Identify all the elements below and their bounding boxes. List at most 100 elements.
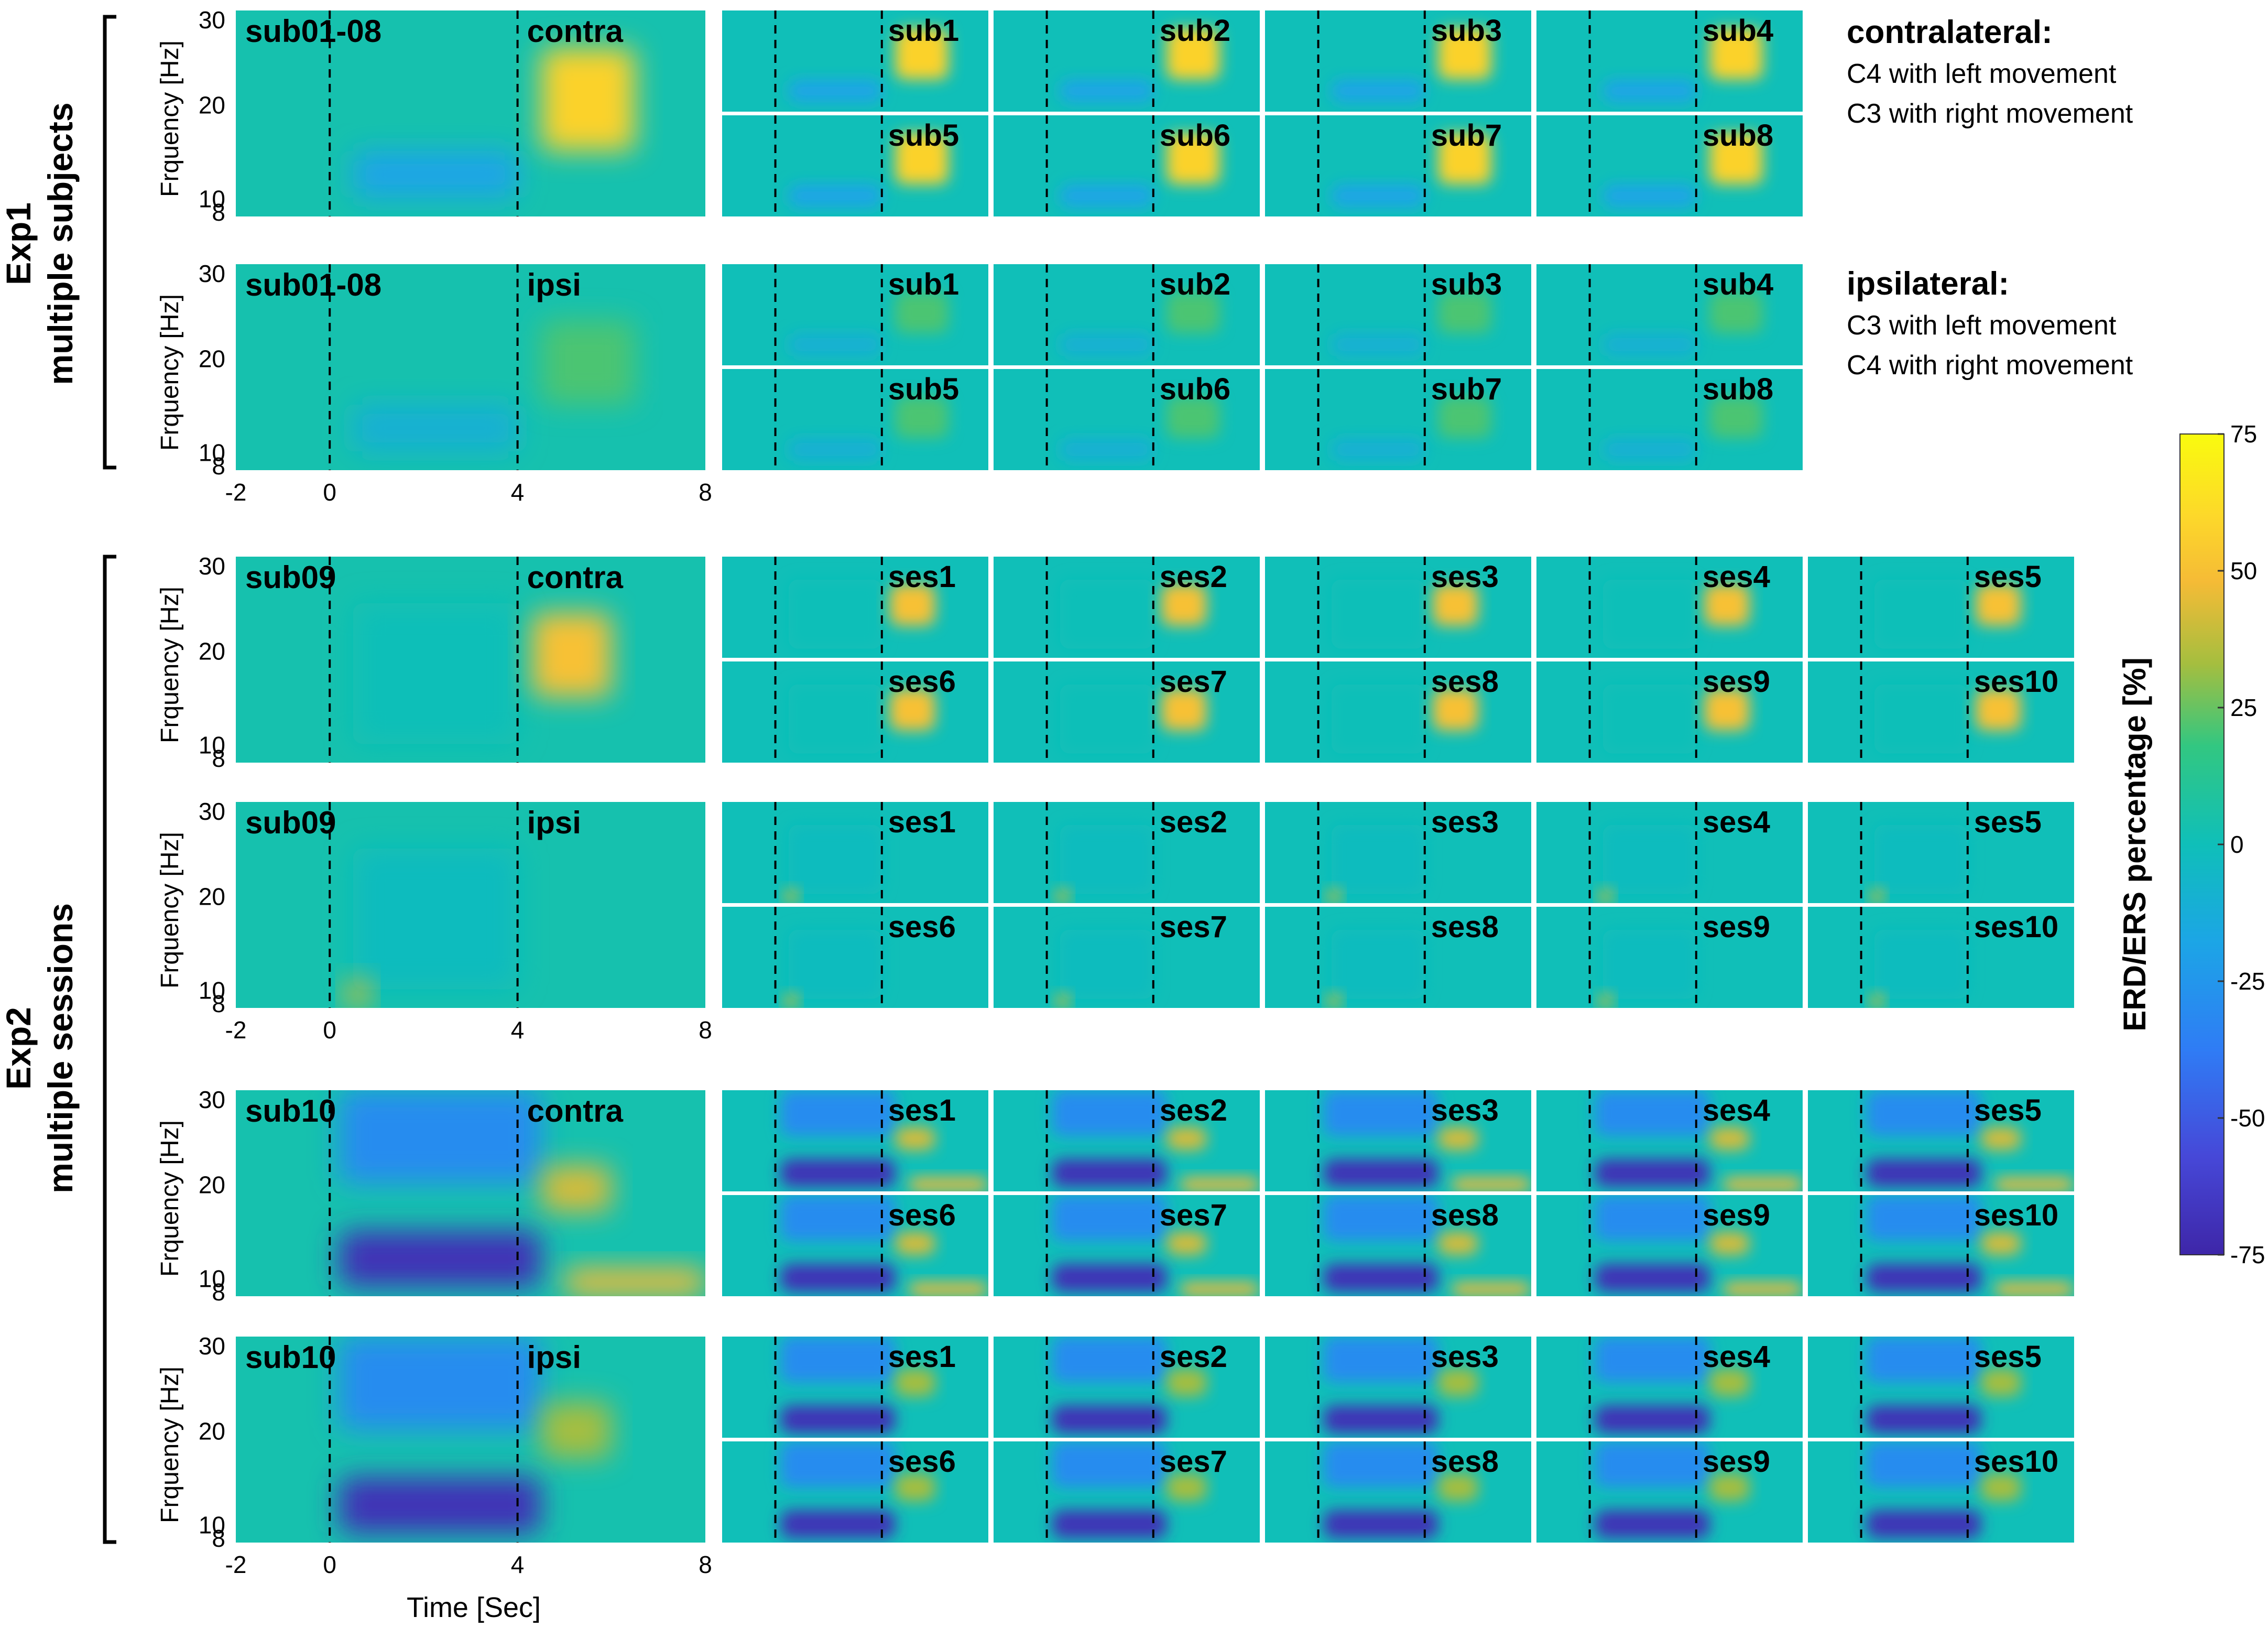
heatmap-blob — [1060, 438, 1153, 461]
heatmap-blob — [1332, 824, 1425, 894]
summary-condition-label: contra — [527, 560, 624, 595]
summary-panel — [236, 264, 705, 470]
heatmap-blob — [1060, 579, 1153, 649]
y-tick-label: 30 — [199, 798, 225, 825]
heatmap-blob — [1326, 889, 1343, 903]
heatmap-blob — [1052, 1090, 1167, 1136]
heatmap-blob — [1323, 1090, 1438, 1136]
y-axis-label: Frquency [Hz] — [156, 1366, 184, 1523]
subject-panel-label: sub6 — [1160, 372, 1230, 406]
subject-panel — [994, 264, 1260, 365]
subject-panel — [722, 1441, 988, 1543]
y-tick-label: 10 — [199, 185, 225, 212]
condition-legend: contralateral: C4 with left movement C3 … — [1847, 14, 2133, 381]
heatmap-blob — [1981, 1369, 2021, 1396]
summary-condition-label: contra — [527, 1093, 624, 1128]
heatmap-blob — [895, 1232, 935, 1255]
subject-panel — [722, 802, 988, 903]
heatmap-blob — [1438, 1232, 1478, 1255]
heatmap-blob — [1981, 1232, 2021, 1255]
subject-panel — [1536, 661, 1803, 763]
subject-panel — [1536, 10, 1803, 112]
y-axis-label: Frquency [Hz] — [156, 832, 184, 989]
heatmap-blob — [1603, 824, 1696, 894]
heatmap-blob — [890, 689, 935, 731]
colorbar: ERD/ERS percentage [%] 75 50 25 0 -25 -50 -75 — [2117, 420, 2265, 1268]
heatmap-blob — [1603, 79, 1696, 103]
heatmap-blob — [1166, 1127, 1207, 1151]
x-tick-label: 8 — [699, 1016, 712, 1044]
heatmap-blob — [1597, 889, 1614, 903]
colorbar-gradient — [2179, 433, 2225, 1255]
subject-panel-label: ses8 — [1431, 1198, 1499, 1232]
heatmap-blob — [1052, 1337, 1167, 1383]
subject-panel — [722, 10, 988, 112]
heatmap-blob — [1874, 579, 1968, 649]
y-tick-label: 20 — [199, 345, 225, 373]
y-tick-label: 30 — [199, 6, 225, 34]
exp1-label: Exp1 — [0, 202, 38, 285]
subject-panel — [1808, 1090, 2074, 1191]
subject-panel-label: sub5 — [888, 372, 959, 406]
subject-panel-label: ses2 — [1160, 560, 1227, 594]
summary-subject-label: sub09 — [245, 560, 336, 595]
heatmap-blob — [1603, 184, 1696, 208]
summary-panel — [236, 10, 705, 216]
subject-panel-label: ses8 — [1431, 1445, 1499, 1479]
exp2-sublabel: multiple sessions — [41, 903, 80, 1193]
subject-panel-label: ses10 — [1974, 665, 2058, 699]
heatmap-blob — [1166, 396, 1220, 438]
summary-condition-label: ipsi — [527, 267, 581, 302]
y-tick-label: 10 — [199, 439, 225, 466]
subject-panel — [1808, 557, 2074, 658]
heatmap-blob — [783, 994, 800, 1008]
summary-panel — [236, 1337, 705, 1543]
heatmap-blob — [1052, 1510, 1167, 1538]
heatmap-blob — [339, 1337, 541, 1430]
heatmap-blob — [789, 333, 882, 356]
subject-panel — [1536, 1195, 1803, 1296]
heatmap-blob — [1161, 584, 1207, 626]
heatmap-blob — [1332, 184, 1425, 208]
subject-panel-label: sub8 — [1703, 372, 1773, 406]
subject-panel — [1808, 802, 2074, 903]
subject-panel-label: sub2 — [1160, 14, 1230, 48]
y-tick-label: 8 — [212, 1525, 225, 1552]
colorbar-tick-label: 25 — [2230, 694, 2257, 721]
subject-panel-label: ses7 — [1160, 910, 1227, 944]
heatmap-blob — [1052, 1159, 1167, 1187]
heatmap-blob — [1326, 994, 1343, 1008]
heatmap-blob — [353, 603, 518, 744]
colorbar-ticks: 75 50 25 0 -25 -50 -75 — [2218, 420, 2265, 1268]
subject-panel-label: ses7 — [1160, 1198, 1227, 1232]
heatmap-blob — [1180, 1282, 1260, 1296]
heatmap-blob — [895, 1127, 935, 1151]
x-tick-label: 8 — [699, 1551, 712, 1578]
subject-panel — [722, 661, 988, 763]
heatmap-blob — [1323, 1159, 1438, 1187]
subject-panel-label: ses7 — [1160, 1445, 1227, 1479]
heatmap-blob — [1866, 1405, 1981, 1434]
y-tick-label: 8 — [212, 745, 225, 772]
heatmap-blob — [780, 1405, 896, 1434]
heatmap-blob — [780, 1195, 896, 1241]
heatmap-blob — [353, 151, 518, 198]
heatmap-blob — [1709, 1473, 1750, 1501]
subject-panel — [1265, 264, 1531, 365]
colorbar-tick-label: -75 — [2230, 1241, 2265, 1268]
heatmap-blob — [1323, 1264, 1438, 1292]
x-tick-label: -2 — [225, 479, 247, 506]
subject-panel — [1536, 115, 1803, 216]
heatmap-blob — [541, 48, 635, 151]
subject-panel-label: ses6 — [888, 910, 956, 944]
heatmap-blob — [353, 849, 518, 990]
subject-panel-label: ses9 — [1703, 1445, 1770, 1479]
heatmap-blob — [1709, 1127, 1750, 1151]
subject-panel-label: ses2 — [1160, 805, 1227, 839]
heatmap-blob — [1052, 1441, 1167, 1488]
heatmap-blob — [1976, 689, 2021, 731]
summary-subject-label: sub10 — [245, 1340, 336, 1375]
y-tick-label: 20 — [199, 638, 225, 665]
subject-panel — [994, 802, 1260, 903]
subject-panel — [722, 1337, 988, 1438]
